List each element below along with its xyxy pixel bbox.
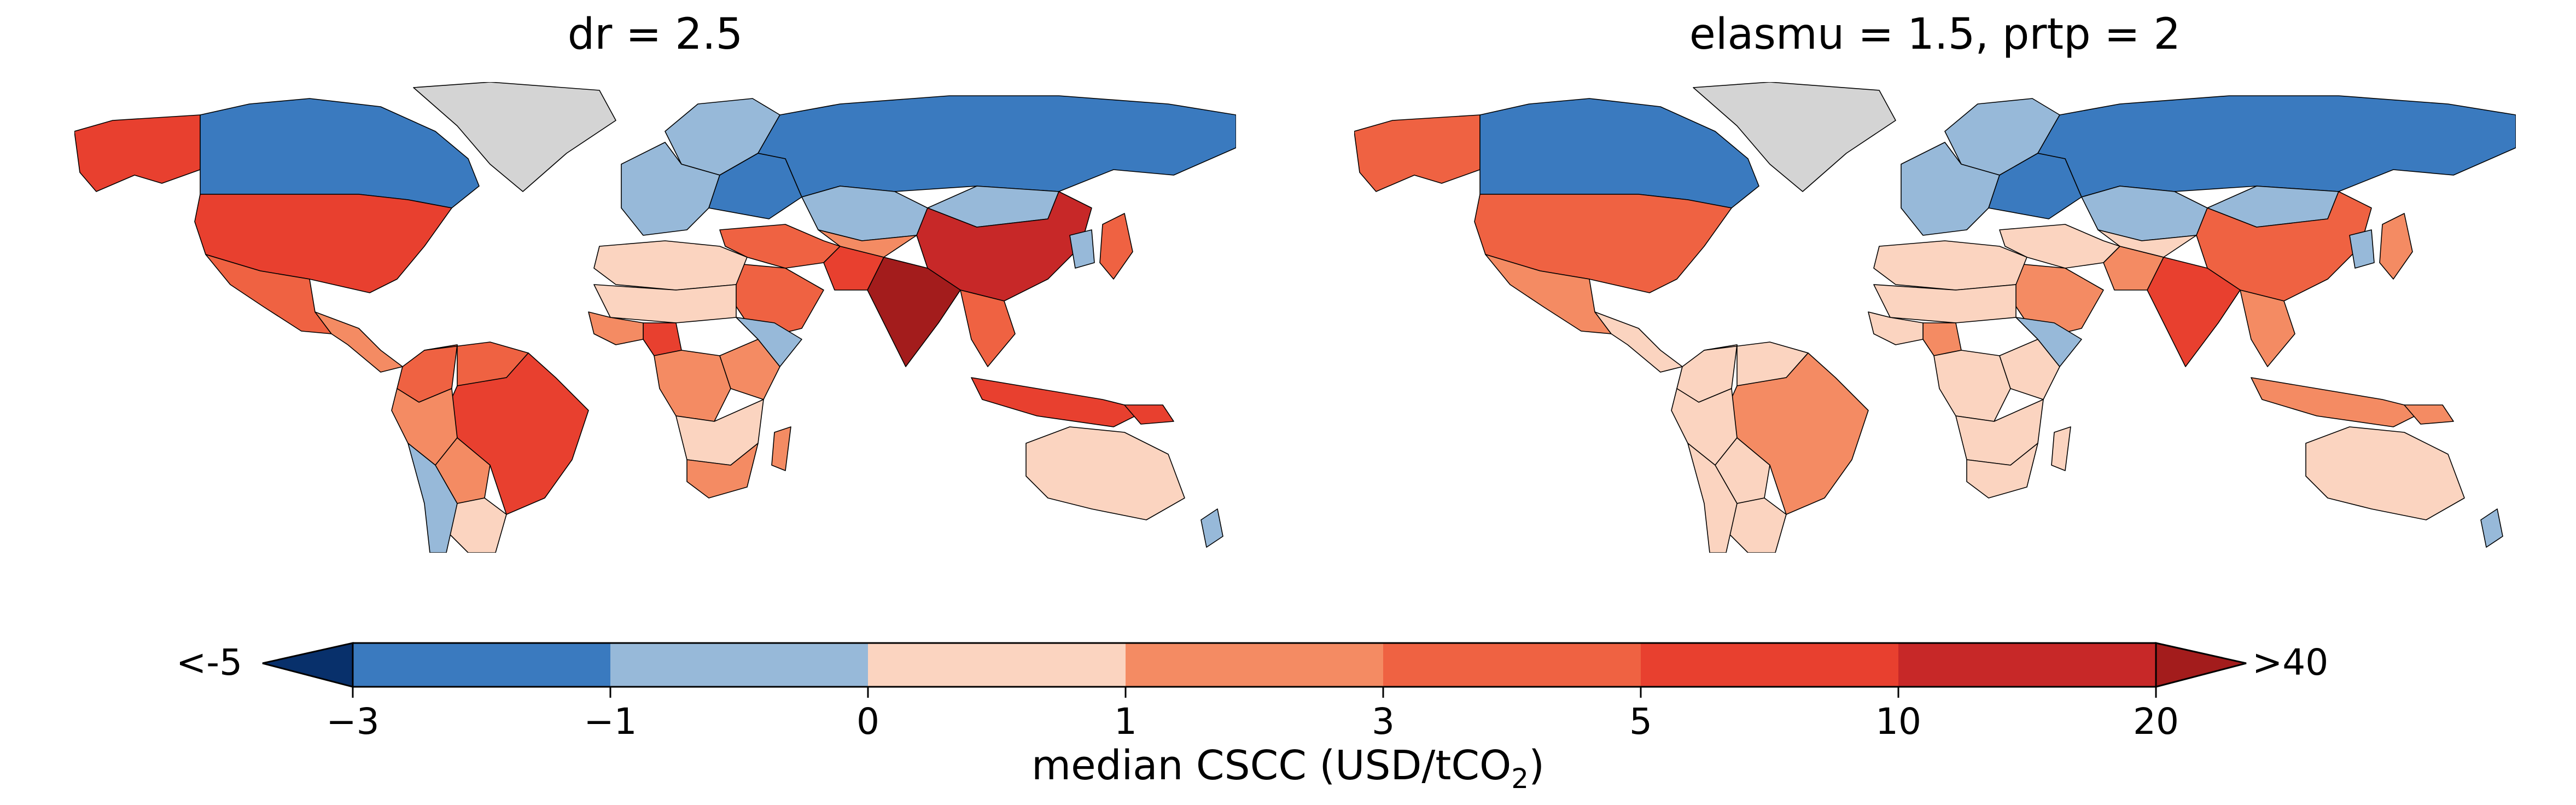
colorbar-under-triangle bbox=[262, 642, 354, 688]
colorbar-tick-label: 5 bbox=[1629, 700, 1652, 743]
region-southeast-asia bbox=[960, 289, 1016, 367]
region-russia bbox=[757, 95, 1236, 198]
region-horn-of-africa bbox=[736, 317, 802, 367]
colorbar-bin bbox=[353, 643, 611, 687]
left-choropleth-map bbox=[74, 82, 1236, 553]
colorbar-bin bbox=[1641, 643, 1899, 687]
region-new-zealand bbox=[1200, 508, 1223, 548]
left-panel-title: dr = 2.5 bbox=[567, 10, 743, 59]
region-central-africa bbox=[1933, 350, 2011, 422]
region-madagascar bbox=[2051, 426, 2071, 471]
right-panel-title: elasmu = 1.5, prtp = 2 bbox=[1689, 10, 2181, 59]
region-south-africa bbox=[686, 443, 759, 499]
region-central-africa bbox=[654, 350, 731, 422]
colorbar-bin bbox=[610, 643, 869, 687]
region-central-america bbox=[314, 311, 403, 373]
colorbar-bin bbox=[1898, 643, 2157, 687]
region-nigeria bbox=[1922, 322, 1962, 356]
region-india bbox=[867, 257, 961, 367]
region-japan bbox=[2379, 213, 2413, 280]
region-middle-east bbox=[1999, 224, 2120, 269]
colorbar-tick-label: 3 bbox=[1372, 700, 1395, 743]
colorbar-tick-label: 0 bbox=[856, 700, 879, 743]
region-central-asia bbox=[2097, 229, 2197, 258]
region-alaska bbox=[74, 114, 201, 192]
region-greenland bbox=[413, 82, 616, 192]
region-madagascar bbox=[771, 426, 791, 471]
colorbar-under-label: <-5 bbox=[176, 641, 243, 684]
region-canada bbox=[1479, 98, 1759, 209]
region-png bbox=[2404, 404, 2454, 425]
region-russia bbox=[2037, 95, 2516, 198]
region-nigeria bbox=[643, 322, 682, 356]
colorbar-tick-label: −3 bbox=[326, 700, 380, 743]
region-canada bbox=[200, 98, 480, 209]
colorbar-bin bbox=[1383, 643, 1641, 687]
region-chile bbox=[407, 443, 458, 553]
region-australia bbox=[2305, 426, 2465, 520]
region-kazakhstan bbox=[2081, 186, 2208, 241]
colorbar-tick-label: 1 bbox=[1114, 700, 1137, 743]
region-chile bbox=[1687, 443, 1738, 553]
region-kazakhstan bbox=[801, 186, 928, 241]
colorbar-tick-label: 20 bbox=[2133, 700, 2179, 743]
region-japan bbox=[1099, 213, 1133, 280]
colorbar-bin bbox=[868, 643, 1126, 687]
region-alaska bbox=[1354, 114, 1481, 192]
colorbar-bin bbox=[1126, 643, 1384, 687]
colorbar-frame bbox=[352, 642, 2157, 688]
colorbar-tick-label: 10 bbox=[1875, 700, 1921, 743]
region-indonesia bbox=[971, 377, 1147, 427]
colorbar-over-label: >40 bbox=[2252, 641, 2329, 684]
region-north-africa bbox=[593, 240, 748, 291]
region-middle-east bbox=[719, 224, 841, 269]
region-north-africa bbox=[1873, 240, 2027, 291]
colorbar-tick-label: −1 bbox=[584, 700, 637, 743]
region-indonesia bbox=[2251, 377, 2427, 427]
region-central-america bbox=[1594, 311, 1683, 373]
region-south-africa bbox=[1966, 443, 2038, 499]
colorbar-over-triangle bbox=[2155, 642, 2247, 688]
region-korea bbox=[2349, 229, 2375, 269]
region-west-africa bbox=[1868, 311, 1924, 345]
colorbar-title: median CSCC (USD/tCO2) bbox=[1031, 742, 1545, 795]
region-australia bbox=[1025, 426, 1185, 520]
right-choropleth-map bbox=[1354, 82, 2516, 553]
region-east-africa bbox=[1999, 339, 2060, 400]
region-greenland bbox=[1693, 82, 1896, 192]
region-usa bbox=[194, 194, 452, 293]
region-southeast-asia bbox=[2240, 289, 2295, 367]
region-korea bbox=[1069, 229, 1095, 269]
region-west-africa bbox=[588, 311, 644, 345]
region-east-africa bbox=[719, 339, 780, 400]
region-sahel bbox=[1873, 284, 2016, 323]
region-horn-of-africa bbox=[2015, 317, 2082, 367]
region-central-asia bbox=[818, 229, 917, 258]
region-usa bbox=[1474, 194, 1732, 293]
region-india bbox=[2147, 257, 2241, 367]
region-new-zealand bbox=[2480, 508, 2503, 548]
colorbar bbox=[262, 642, 2247, 698]
region-sahel bbox=[593, 284, 737, 323]
region-png bbox=[1124, 404, 1174, 425]
